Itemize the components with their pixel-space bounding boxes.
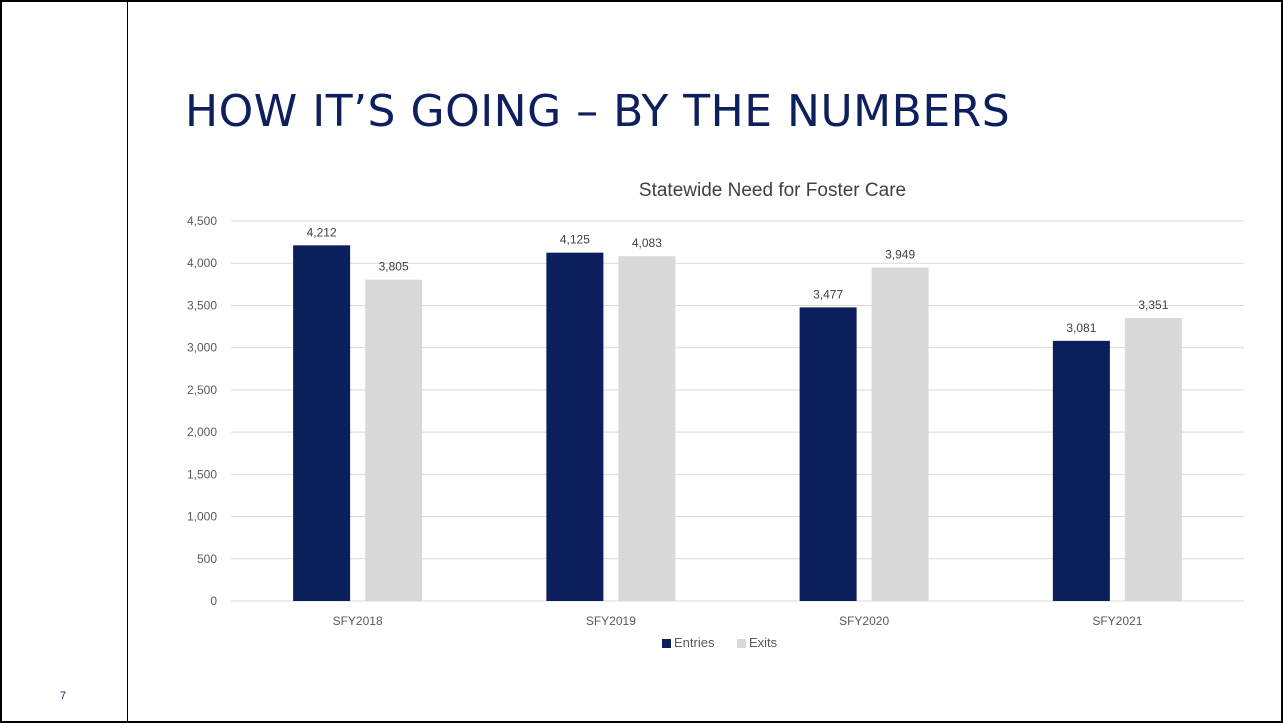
y-tick-label: 2,500 (187, 383, 217, 397)
entries-data-label: 3,477 (813, 287, 843, 301)
entries-bar (293, 245, 351, 601)
exits-bar (618, 256, 676, 601)
entries-bar (1052, 340, 1110, 601)
y-tick-label: 500 (197, 552, 217, 566)
slide-title: HOW IT’S GOING – BY THE NUMBERS (185, 86, 1011, 137)
entries-legend-label: Entries (674, 635, 715, 650)
bar-chart: Statewide Need for Foster Care 0 500 1,000 1… (187, 180, 1244, 650)
y-tick-label: 4,000 (187, 256, 217, 270)
chart-title: Statewide Need for Foster Care (639, 180, 906, 201)
exits-bar (365, 279, 423, 601)
exits-data-label: 3,949 (885, 248, 915, 262)
exits-data-label: 4,083 (632, 236, 662, 250)
y-tick-label: 1,000 (187, 510, 217, 524)
side-divider (127, 2, 128, 723)
exits-data-label: 3,805 (379, 260, 409, 274)
exits-bar (1124, 318, 1182, 601)
x-tick-label: SFY2021 (1092, 614, 1142, 628)
entries-bar (799, 307, 857, 601)
x-tick-label: SFY2019 (586, 614, 636, 628)
exits-bar (871, 267, 929, 601)
entries-legend-swatch (662, 639, 671, 648)
y-tick-label: 4,500 (187, 214, 217, 228)
y-tick-label: 2,000 (187, 425, 217, 439)
exits-legend-swatch (737, 639, 746, 648)
y-tick-label: 0 (210, 594, 217, 608)
entries-data-label: 4,125 (560, 233, 590, 247)
y-tick-label: 3,000 (187, 341, 217, 355)
entries-bar (546, 252, 604, 601)
y-tick-label: 1,500 (187, 467, 217, 481)
x-tick-label: SFY2018 (333, 614, 383, 628)
exits-legend-label: Exits (749, 635, 778, 650)
exits-data-label: 3,351 (1138, 298, 1168, 312)
page-number: 7 (60, 690, 67, 702)
y-tick-label: 3,500 (187, 298, 217, 312)
entries-data-label: 4,212 (307, 225, 337, 239)
entries-data-label: 3,081 (1066, 321, 1096, 335)
x-tick-label: SFY2020 (839, 614, 889, 628)
